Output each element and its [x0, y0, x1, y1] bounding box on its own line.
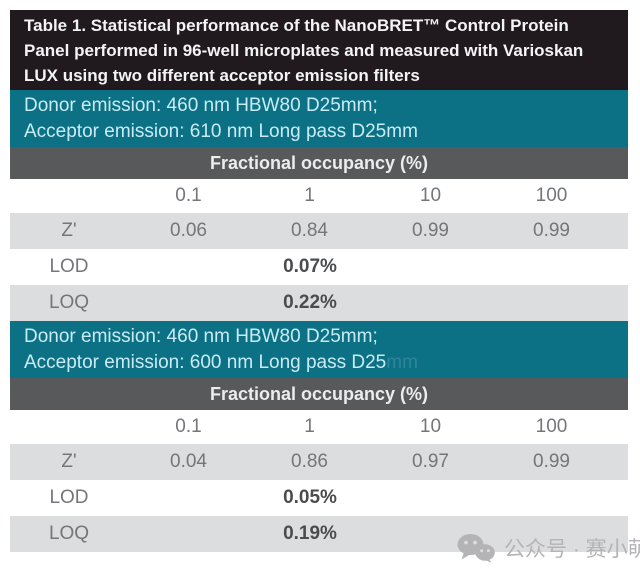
column-header-row-2: 0.1 1 10 100	[10, 410, 628, 444]
donor-emission-line: Donor emission: 460 nm HBW80 D25mm;	[24, 94, 378, 116]
lod-value: 0.05%	[283, 487, 337, 508]
zprime-value: 0.99	[533, 220, 570, 241]
fractional-occupancy-header-2: Fractional occupancy (%)	[10, 378, 628, 410]
donor-emission-line: Donor emission: 460 nm HBW80 D25mm;	[24, 325, 378, 347]
column-header-0.1: 0.1	[175, 185, 202, 206]
column-header-100: 100	[535, 185, 568, 206]
column-header-row-1: 0.1 1 10 100	[10, 179, 628, 213]
zprime-value: 0.84	[291, 220, 328, 241]
column-header-10: 10	[419, 185, 442, 206]
table-1: Table 1. Statistical performance of the …	[10, 10, 628, 552]
table-row-loq-1: LOQ 0.22%	[10, 285, 628, 321]
table-row-zprime-2: Z' 0.04 0.86 0.97 0.99	[10, 444, 628, 480]
emission-header-600: Donor emission: 460 nm HBW80 D25mm; Acce…	[10, 321, 628, 378]
row-label-lod: LOD	[49, 487, 89, 508]
table-row-zprime-1: Z' 0.06 0.84 0.99 0.99	[10, 213, 628, 249]
row-label-lod: LOD	[49, 256, 89, 277]
row-label-zprime: Z'	[61, 451, 77, 472]
table-row-lod-2: LOD 0.05%	[10, 480, 628, 516]
zprime-value: 0.86	[291, 451, 328, 472]
row-label-zprime: Z'	[61, 220, 77, 241]
wechat-icon	[456, 533, 496, 563]
acceptor-emission-line: Acceptor emission: 600 nm Long pass D25m…	[24, 351, 418, 373]
row-label-loq: LOQ	[48, 523, 90, 544]
acceptor-faded-suffix: mm	[386, 351, 418, 373]
lod-value: 0.07%	[283, 256, 337, 277]
table-title: Table 1. Statistical performance of the …	[10, 10, 628, 90]
column-header-100: 100	[535, 416, 568, 437]
watermark-text: 公众号 · 赛小萌	[504, 538, 640, 561]
loq-value: 0.19%	[283, 523, 337, 544]
zprime-value: 0.97	[412, 451, 449, 472]
row-label-loq: LOQ	[48, 292, 90, 313]
column-header-1: 1	[304, 416, 315, 437]
emission-header-610: Donor emission: 460 nm HBW80 D25mm; Acce…	[10, 90, 628, 147]
fractional-occupancy-header-1: Fractional occupancy (%)	[10, 147, 628, 179]
table-row-loq-2: LOQ 0.19%	[10, 516, 628, 552]
loq-value: 0.22%	[283, 292, 337, 313]
table-title-text: Table 1. Statistical performance of the …	[24, 15, 584, 85]
column-header-0.1: 0.1	[175, 416, 202, 437]
table-row-lod-1: LOD 0.07%	[10, 249, 628, 285]
zprime-value: 0.06	[170, 220, 207, 241]
column-header-1: 1	[304, 185, 315, 206]
watermark: 公众号 · 赛小萌	[456, 533, 640, 563]
zprime-value: 0.04	[170, 451, 207, 472]
zprime-value: 0.99	[533, 451, 570, 472]
zprime-value: 0.99	[412, 220, 449, 241]
column-header-10: 10	[419, 416, 442, 437]
acceptor-emission-line: Acceptor emission: 610 nm Long pass D25m…	[24, 120, 418, 142]
